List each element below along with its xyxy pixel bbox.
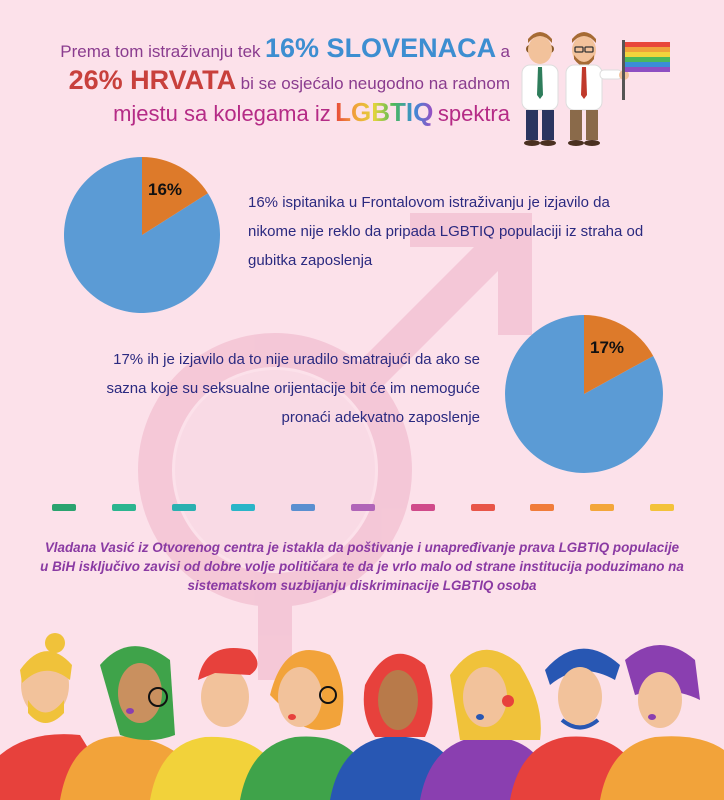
divider-dash bbox=[350, 504, 375, 511]
headline-slovenians-stat: 16% SLOVENACA bbox=[265, 33, 497, 63]
pie-2-label: 17% bbox=[590, 338, 625, 357]
pie-2-highlight-slice bbox=[584, 315, 654, 394]
divider-dash bbox=[231, 504, 256, 511]
two-men-flag-icon bbox=[521, 32, 670, 146]
divider-dash bbox=[410, 504, 435, 511]
pie-chart-17 bbox=[505, 315, 663, 473]
headline-line3-prefix: mjestu sa kolegama iz bbox=[113, 100, 331, 126]
divider-dash bbox=[52, 504, 76, 511]
pie-chart-16 bbox=[63, 157, 220, 313]
divider-dash bbox=[171, 504, 196, 511]
pie-1-label: 16% bbox=[148, 180, 183, 199]
divider-dash bbox=[590, 504, 615, 511]
pie-1-highlight-slice bbox=[142, 157, 208, 235]
quote-text: Vladana Vasić iz Otvorenog centra je ist… bbox=[40, 540, 684, 593]
gender-symbol-icon bbox=[138, 213, 532, 680]
pie-2-main-slice bbox=[505, 315, 663, 473]
divider-dash bbox=[649, 504, 674, 511]
headline-line1-prefix: Prema tom istraživanju tek bbox=[60, 42, 261, 61]
diverse-people-icon bbox=[0, 633, 724, 800]
divider-dash bbox=[291, 504, 316, 511]
headline-line1-suffix: a bbox=[500, 42, 510, 61]
pie-1-main-slice bbox=[63, 157, 220, 313]
rainbow-dash-divider bbox=[52, 504, 674, 512]
divider-dash bbox=[530, 504, 555, 511]
headline: Prema tom istraživanju tek 16% SLOVENACA… bbox=[30, 32, 510, 128]
headline-line2-suffix: bi se osjećalo neugodno na radnom bbox=[240, 74, 510, 94]
divider-dash bbox=[470, 504, 495, 511]
headline-line3-suffix: spektra bbox=[437, 100, 510, 126]
stat2-description: 17% ih je izjavilo da to nije uradilo sm… bbox=[106, 351, 480, 426]
divider-dash bbox=[111, 504, 136, 511]
headline-lgbtiq-word: LGBTIQ bbox=[335, 96, 434, 127]
headline-croatians-stat: 26% HRVATA bbox=[68, 65, 237, 96]
stat1-description: 16% ispitanika u Frontalovom istraživanj… bbox=[248, 194, 644, 269]
